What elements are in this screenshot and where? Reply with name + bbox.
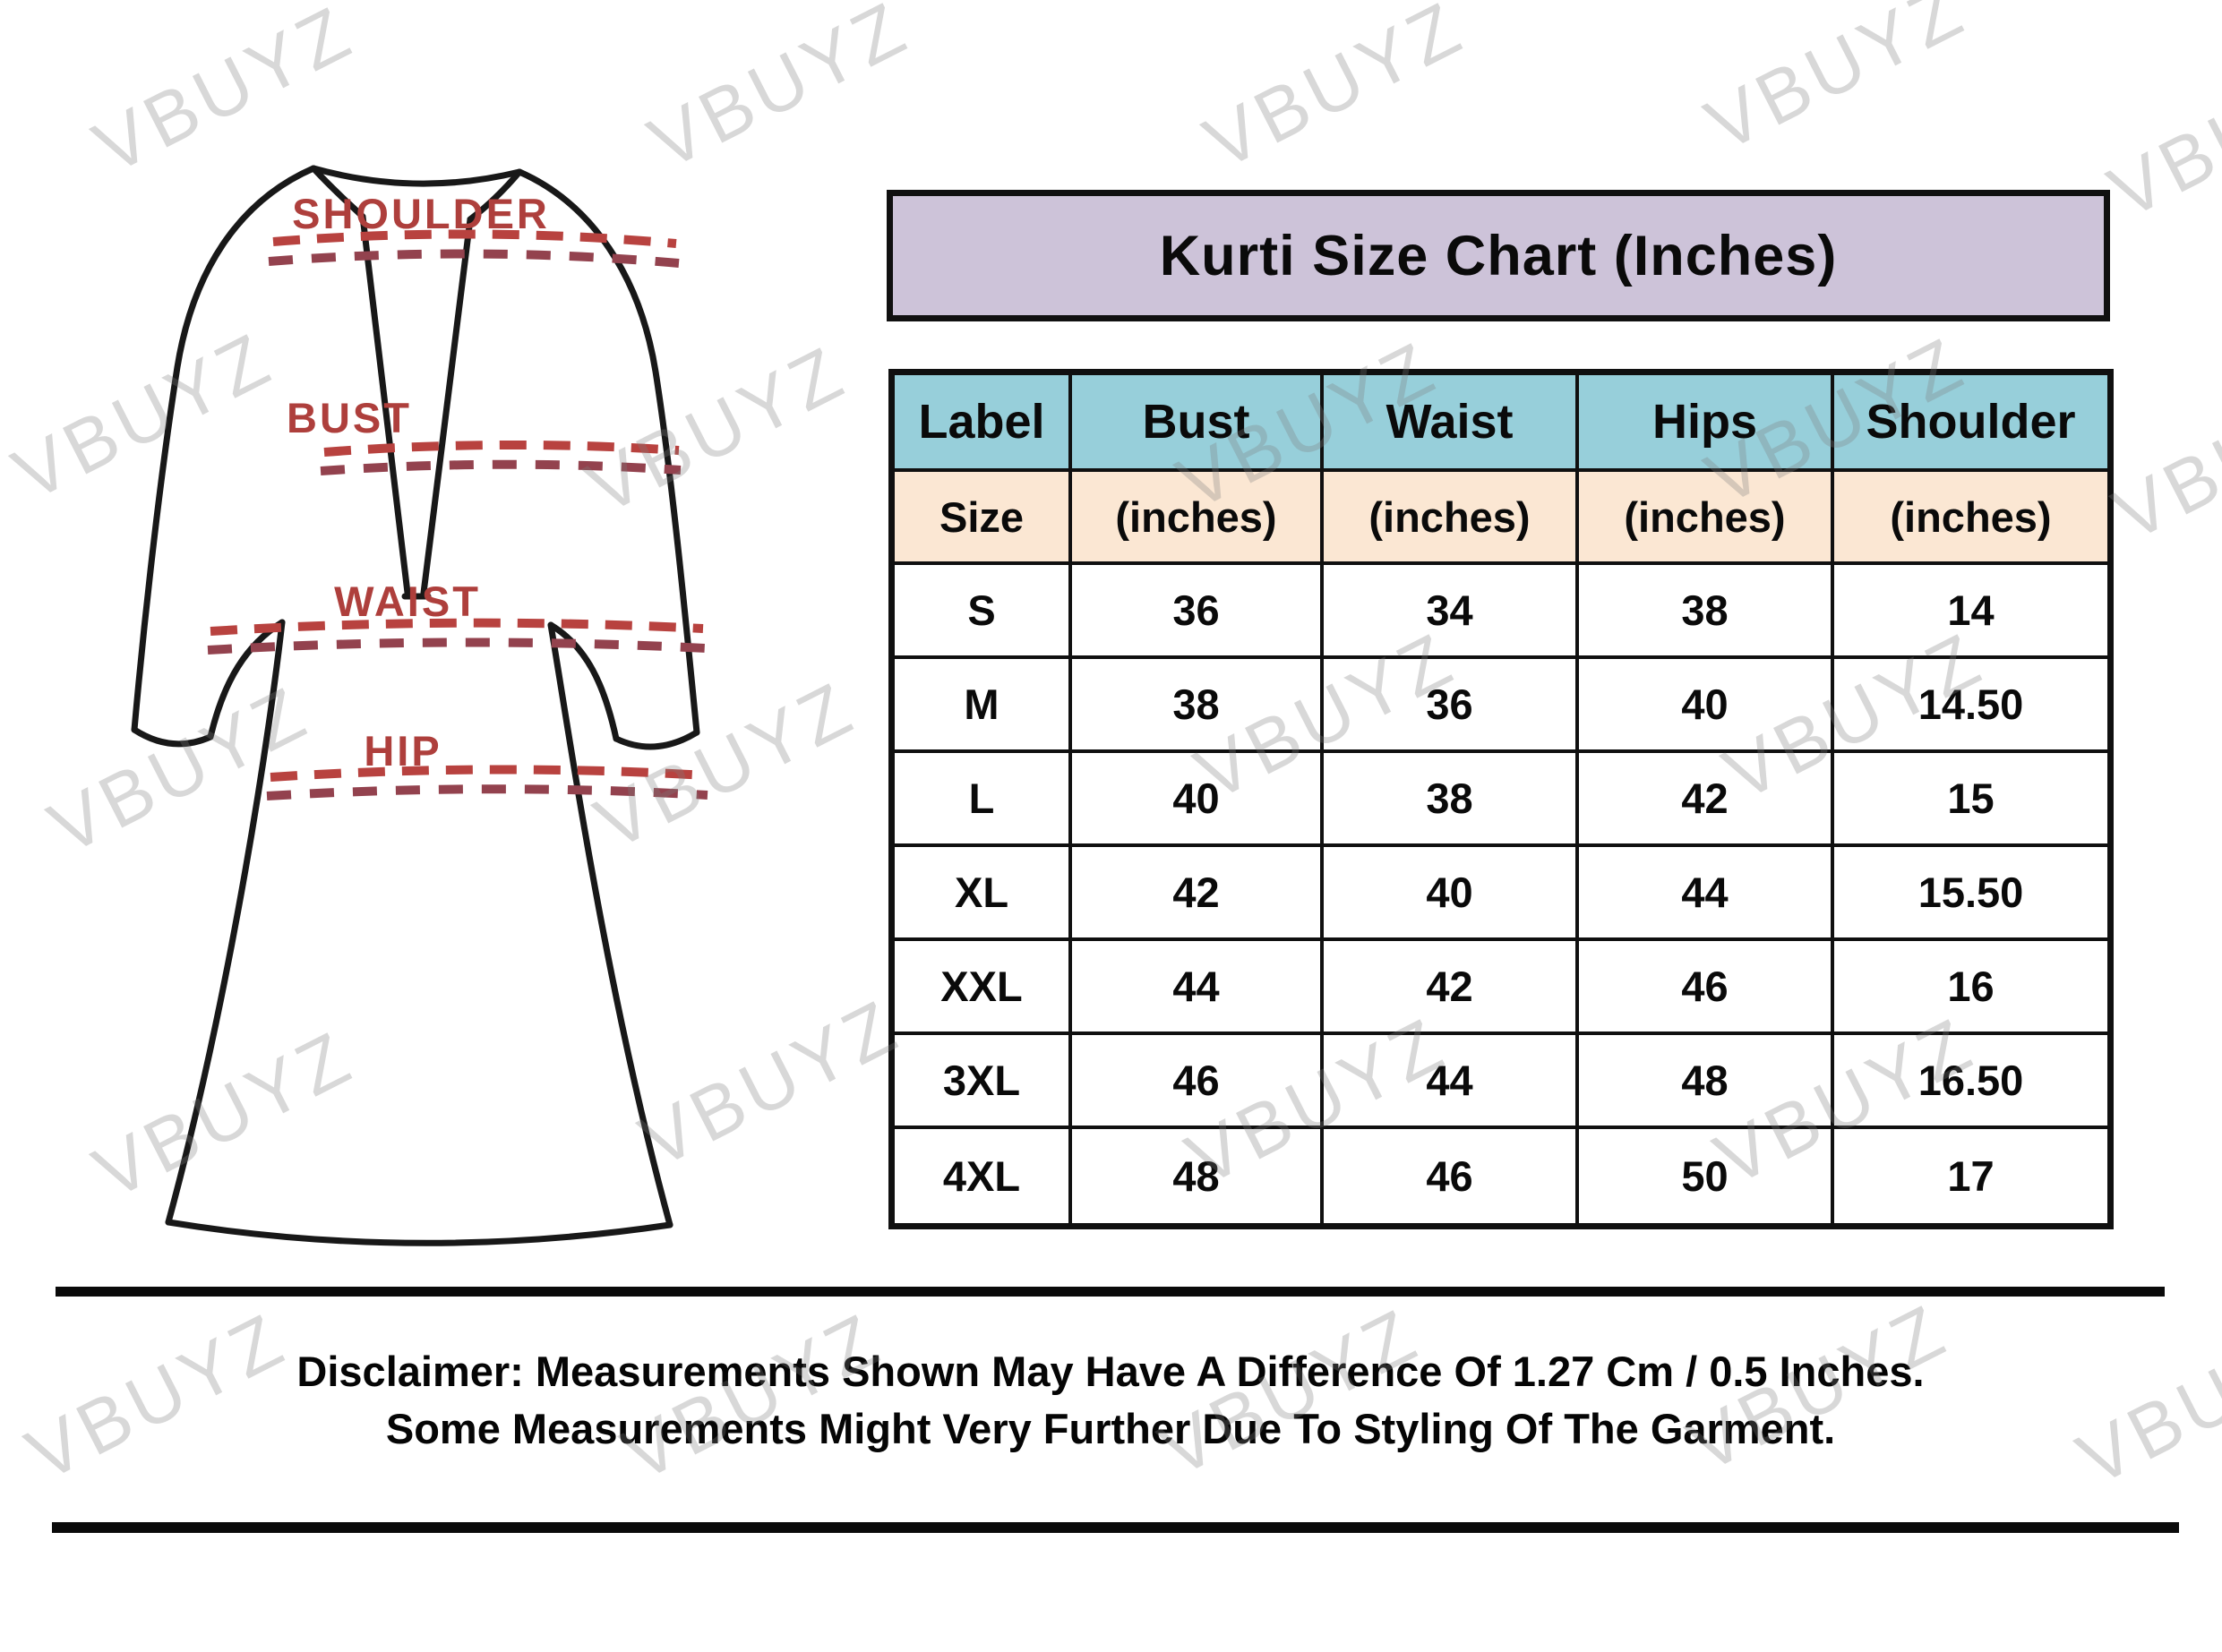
size-cell: XL [895,847,1072,941]
waist-cell: 46 [1324,1129,1579,1223]
shoulder-cell: 16.50 [1834,1035,2107,1129]
size-cell: XXL [895,941,1072,1035]
bust-dash-line [323,440,680,457]
hips-cell: 40 [1579,659,1834,753]
shoulder-dash-line [272,229,677,248]
neck-slit-right [420,216,474,596]
waist-cell: 40 [1324,847,1579,941]
hips-cell: 42 [1579,753,1834,847]
col-header-hips: Hips [1579,375,1834,472]
subheader-shoulder-unit: (inches) [1834,472,2107,565]
hips-cell: 44 [1579,847,1834,941]
waist-cell: 44 [1324,1035,1579,1129]
watermark-text: VBUYZ [1693,0,1979,167]
waist-dash-line [210,618,704,636]
shoulder-measure-label: SHOULDER [292,190,550,237]
disclaimer-text: Disclaimer: Measurements Shown May Have … [36,1343,2185,1458]
chart-title: Kurti Size Chart (Inches) [1159,224,1838,287]
measurement-bands [207,229,708,800]
hips-cell: 48 [1579,1035,1834,1129]
disclaimer-line-2: Some Measurements Might Very Further Due… [385,1405,1836,1452]
hips-cell: 38 [1579,565,1834,659]
shoulder-cell: 15.50 [1834,847,2107,941]
bust-cell: 42 [1072,847,1324,941]
subheader-bust-unit: (inches) [1072,472,1324,565]
divider-bottom [52,1522,2179,1533]
size-cell: S [895,565,1072,659]
bust-cell: 36 [1072,565,1324,659]
col-header-label: Label [895,375,1072,472]
measurement-labels: SHOULDER BUST WAIST HIP [287,190,550,775]
hip-measure-label: HIP [364,727,442,775]
chart-title-box: Kurti Size Chart (Inches) [887,190,2110,321]
subheader-waist-unit: (inches) [1324,472,1579,565]
bust-cell: 40 [1072,753,1324,847]
bust-measure-label: BUST [287,394,412,441]
bust-cell: 44 [1072,941,1324,1035]
subheader-hips-unit: (inches) [1579,472,1834,565]
subheader-size: Size [895,472,1072,565]
size-cell: 4XL [895,1129,1072,1223]
col-header-shoulder: Shoulder [1834,375,2107,472]
size-table: Label Bust Waist Hips Shoulder Size (inc… [888,369,2114,1229]
shoulder-cell: 16 [1834,941,2107,1035]
shoulder-cell: 14.50 [1834,659,2107,753]
bust-cell: 48 [1072,1129,1324,1223]
bust-cell: 38 [1072,659,1324,753]
watermark-text: VBUYZ [2096,33,2222,235]
bust-cell: 46 [1072,1035,1324,1129]
size-cell: 3XL [895,1035,1072,1129]
hip-dash-line [270,765,707,782]
divider-top [56,1287,2165,1297]
size-cell: M [895,659,1072,753]
col-header-bust: Bust [1072,375,1324,472]
watermark-text: VBUYZ [1191,0,1478,185]
col-header-waist: Waist [1324,375,1579,472]
shoulder-cell: 15 [1834,753,2107,847]
waist-cell: 34 [1324,565,1579,659]
waist-cell: 42 [1324,941,1579,1035]
size-cell: L [895,753,1072,847]
neck-slit-left [359,213,411,596]
waist-cell: 38 [1324,753,1579,847]
shoulder-cell: 17 [1834,1129,2107,1223]
waist-cell: 36 [1324,659,1579,753]
hips-cell: 50 [1579,1129,1834,1223]
disclaimer-line-1: Disclaimer: Measurements Shown May Have … [296,1348,1925,1395]
garment-outline [131,165,700,1246]
watermark-text: VBUYZ [2100,355,2222,557]
waist-measure-label: WAIST [334,578,481,625]
hips-cell: 46 [1579,941,1834,1035]
shoulder-cell: 14 [1834,565,2107,659]
kurti-measurement-diagram: SHOULDER BUST WAIST HIP [131,165,708,1246]
